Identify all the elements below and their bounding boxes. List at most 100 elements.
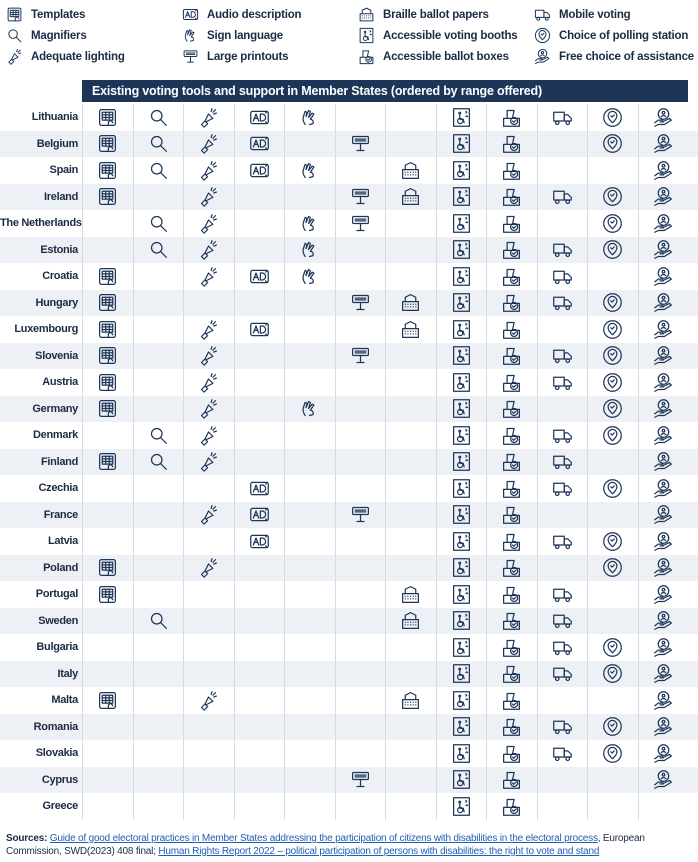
table-cell	[486, 634, 537, 661]
table-cell	[132, 528, 184, 555]
table-cell	[435, 157, 487, 184]
country-name: Sweden	[38, 614, 78, 627]
tool-icon	[452, 796, 470, 816]
table-cell	[486, 263, 537, 290]
tool-icon	[503, 295, 521, 313]
table-cell	[82, 104, 133, 131]
table-cell	[334, 183, 386, 210]
tool-icon	[503, 374, 521, 392]
tool-icon	[503, 321, 521, 339]
row-cells	[82, 157, 688, 184]
country-name: Hungary	[35, 296, 78, 309]
table-cell	[486, 554, 537, 581]
tool-icon	[249, 534, 269, 548]
tool-icon	[603, 558, 623, 578]
tool-icon	[452, 346, 470, 366]
table-cell	[587, 660, 638, 687]
tool-icon	[201, 372, 218, 393]
table-cell	[284, 581, 335, 608]
tool-icon	[653, 240, 672, 260]
table-cell	[233, 369, 285, 396]
tool-icon	[351, 348, 369, 364]
tool-icon	[201, 690, 218, 711]
legend-item: Templates	[6, 4, 182, 25]
table-cell	[486, 501, 537, 528]
table-cell	[385, 104, 436, 131]
table-cell	[233, 713, 285, 740]
table-cell	[183, 130, 234, 157]
legend-label: Audio description	[207, 8, 302, 21]
table-cell	[536, 581, 588, 608]
tool-icon	[603, 664, 623, 684]
table-row: Portugal	[0, 581, 698, 608]
table-cell	[233, 104, 285, 131]
table-cell	[385, 130, 436, 157]
table-cell	[385, 660, 436, 687]
table-cell	[435, 581, 487, 608]
table-cell	[284, 183, 335, 210]
tool-icon	[402, 320, 420, 338]
tool-icon	[603, 637, 623, 657]
tool-icon	[302, 242, 315, 258]
tool-icon	[201, 319, 218, 340]
table-cell	[385, 316, 436, 343]
tool-icon	[503, 480, 521, 498]
table-cell	[536, 501, 588, 528]
table-cell	[334, 369, 386, 396]
table-cell	[435, 236, 487, 263]
tool-icon	[452, 531, 470, 551]
table-cell	[284, 104, 335, 131]
table-cell	[334, 554, 386, 581]
tool-icon	[653, 160, 672, 180]
tool-icon	[452, 399, 470, 419]
table-cell	[536, 607, 588, 634]
row-cells	[82, 316, 688, 343]
table-cell	[334, 634, 386, 661]
table-cell	[435, 104, 487, 131]
table-cell	[385, 766, 436, 793]
tool-icon	[150, 136, 167, 153]
table-cell	[132, 448, 184, 475]
legend-icon	[534, 9, 551, 21]
tool-icon	[603, 213, 623, 233]
table-cell	[587, 687, 638, 714]
table-cell	[637, 395, 689, 422]
table-cell	[435, 501, 487, 528]
tool-icon	[603, 531, 623, 551]
table-cell	[334, 475, 386, 502]
tool-icon	[402, 188, 420, 206]
table-cell	[334, 793, 386, 820]
table-cell	[486, 687, 537, 714]
country-name: Italy	[57, 667, 78, 680]
row-cells	[82, 104, 688, 131]
table-cell	[334, 104, 386, 131]
legend-item: Sign language	[182, 25, 358, 46]
tool-icon	[402, 691, 420, 709]
country-name: Bulgaria	[36, 641, 78, 653]
table-cell	[637, 236, 689, 263]
tool-icon	[552, 111, 572, 125]
tool-icon	[552, 190, 572, 205]
tool-icon	[653, 531, 672, 551]
table-cell	[486, 740, 537, 767]
table-cell	[536, 157, 588, 184]
table-cell	[587, 607, 638, 634]
table-cell	[587, 130, 638, 157]
legend-label: Choice of polling station	[559, 29, 689, 42]
source-link[interactable]: Human Rights Report 2022 – political par…	[158, 846, 600, 857]
legend-item: Choice of polling station	[534, 25, 694, 46]
table-cell	[637, 369, 689, 396]
table-cell	[486, 130, 537, 157]
table-cell	[587, 316, 638, 343]
tool-icon	[150, 109, 167, 126]
table-cell	[82, 475, 133, 502]
table-row: Croatia	[0, 263, 698, 290]
table-cell	[183, 157, 234, 184]
table-cell	[284, 501, 335, 528]
tool-icon	[402, 612, 420, 630]
tool-icon	[302, 215, 315, 231]
country-name: France	[43, 508, 79, 521]
row-cells	[82, 183, 688, 210]
source-link[interactable]: Guide of good electoral practices in Mem…	[49, 833, 598, 844]
